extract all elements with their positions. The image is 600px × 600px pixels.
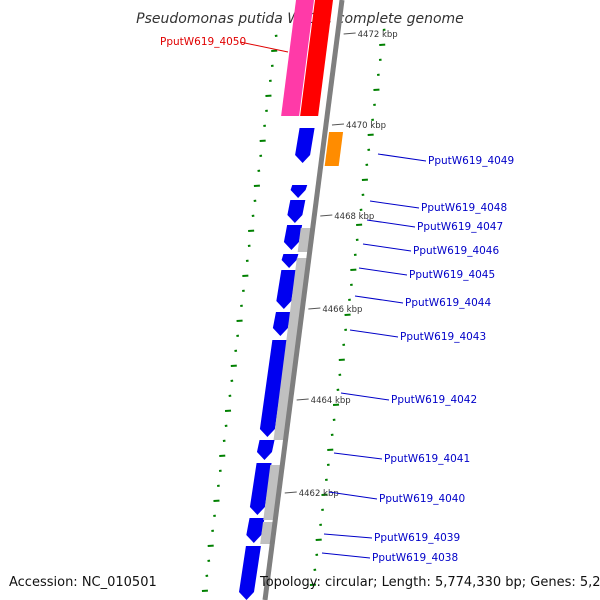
scale-ticks: 4472 kbp 4470 kbp 4468 kbp 4466 kbp 4464 kbp… bbox=[284, 30, 398, 499]
label-leader bbox=[362, 243, 412, 252]
gene-forward bbox=[287, 200, 306, 223]
gene-label: PputW619_4048 bbox=[421, 202, 507, 214]
gene-forward bbox=[290, 185, 308, 198]
gene-label: PputW619_4044 bbox=[405, 297, 491, 309]
gene-label: PputW619_4041 bbox=[384, 453, 470, 465]
gene-pink bbox=[281, 0, 314, 116]
label-leader bbox=[349, 329, 399, 338]
gene-orange bbox=[324, 132, 344, 166]
gene-forward bbox=[272, 312, 291, 336]
gene-forward bbox=[259, 340, 288, 437]
scale-label: 4472 kbp bbox=[358, 30, 398, 40]
scale-tick bbox=[284, 491, 297, 494]
gene-label: PputW619_4046 bbox=[413, 245, 499, 257]
gene-forward bbox=[249, 463, 272, 515]
scale-tick bbox=[343, 32, 356, 35]
gene-forward bbox=[239, 546, 261, 600]
gene-red bbox=[300, 0, 333, 116]
scale-tick bbox=[296, 398, 309, 401]
scale-tick bbox=[320, 214, 333, 217]
label-leader bbox=[369, 200, 420, 209]
gene-forward bbox=[283, 225, 303, 250]
label-leaders bbox=[239, 41, 427, 559]
label-leader bbox=[340, 392, 390, 401]
gene-label: PputW619_4050 bbox=[160, 36, 246, 48]
genome-backbone bbox=[262, 0, 345, 600]
label-leader bbox=[358, 267, 408, 276]
gene-label: PputW619_4047 bbox=[417, 221, 503, 233]
gene-forward bbox=[281, 254, 299, 268]
label-leader bbox=[366, 219, 416, 228]
gene-forward bbox=[276, 270, 297, 309]
scale-tick bbox=[331, 123, 344, 126]
scale-label: 4464 kbp bbox=[311, 396, 351, 406]
scale-label: 4462 kbp bbox=[299, 489, 339, 499]
gene-label: PputW619_4045 bbox=[409, 269, 495, 281]
gene-forward bbox=[246, 518, 265, 543]
gene-forward bbox=[295, 128, 315, 163]
gene-label: PputW619_4043 bbox=[400, 331, 486, 343]
gene-label: PputW619_4042 bbox=[391, 394, 477, 406]
gene-label: PputW619_4040 bbox=[379, 493, 465, 505]
label-leader bbox=[239, 41, 289, 53]
gene-label: PputW619_4049 bbox=[428, 155, 514, 167]
scale-label: 4468 kbp bbox=[334, 212, 374, 222]
label-leader bbox=[321, 552, 371, 559]
label-leader bbox=[354, 295, 404, 304]
gc-content-ticks bbox=[201, 28, 386, 592]
scale-label: 4470 kbp bbox=[346, 121, 386, 131]
label-leader bbox=[323, 533, 373, 539]
accession-text: Accession: NC_010501 bbox=[9, 575, 157, 590]
gene-forward bbox=[256, 440, 275, 460]
label-leader bbox=[328, 491, 378, 500]
scale-tick bbox=[308, 307, 321, 310]
gene-label: PputW619_4039 bbox=[374, 532, 460, 544]
gene-label: PputW619_4038 bbox=[372, 552, 458, 564]
topology-text: Topology: circular; Length: 5,774,330 bp… bbox=[259, 575, 600, 590]
gene-labels: PputW619_4050 PputW619_4049 PputW619_4048 P… bbox=[160, 36, 514, 564]
label-leader bbox=[377, 153, 427, 162]
gene-features bbox=[239, 0, 344, 600]
scale-label: 4466 kbp bbox=[322, 305, 362, 315]
label-leader bbox=[333, 452, 383, 460]
